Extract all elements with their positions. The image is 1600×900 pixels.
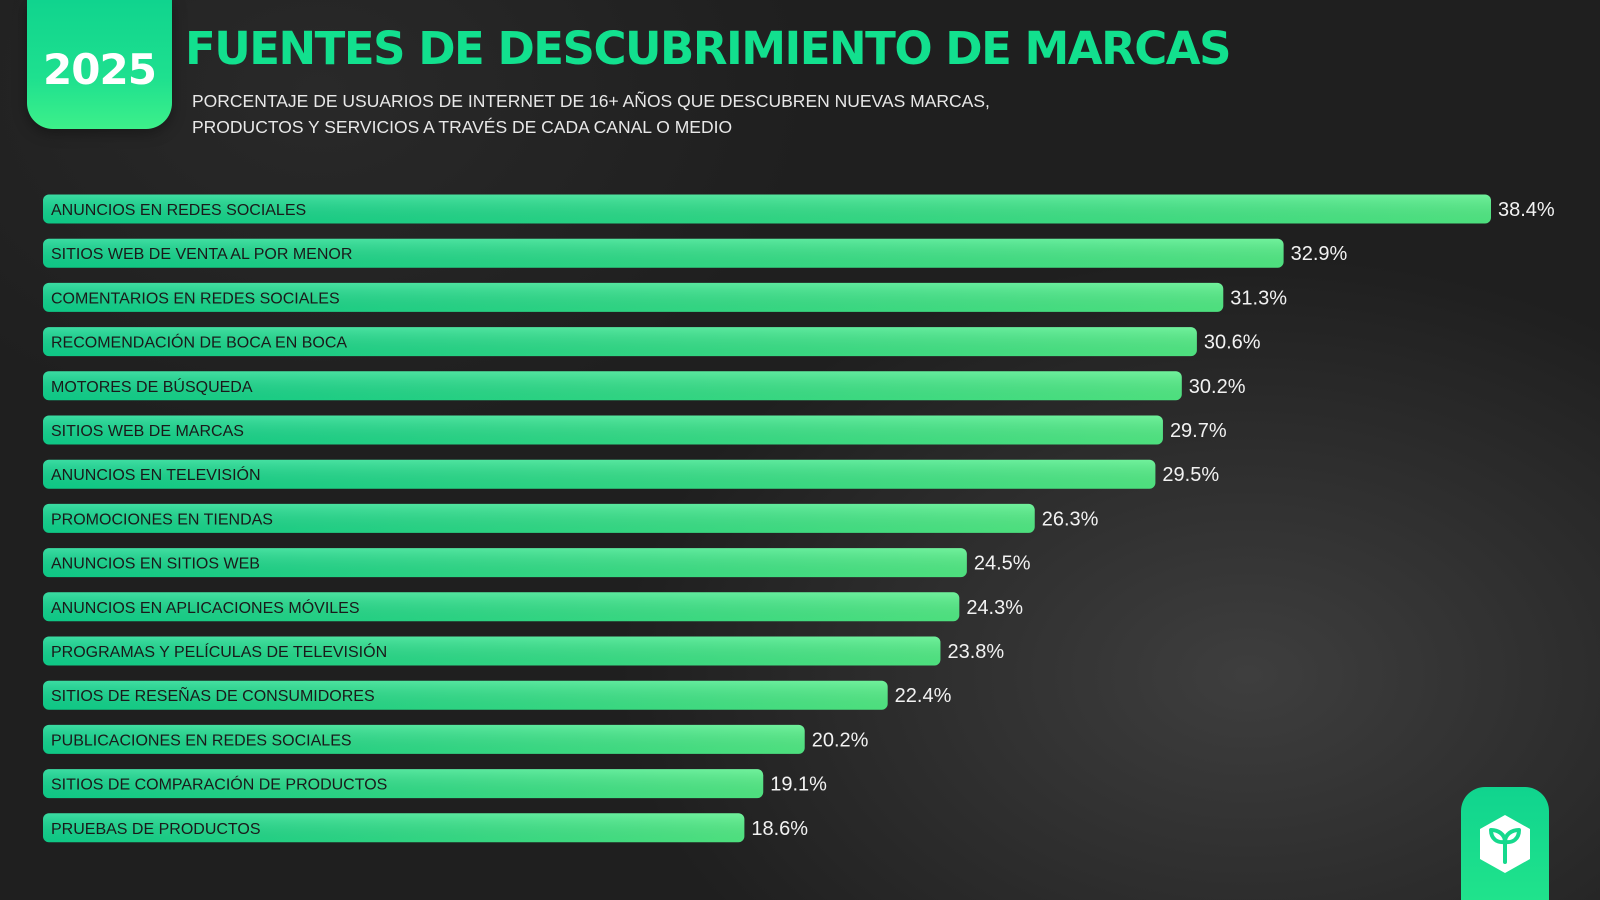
bar-shine-0 (43, 194, 1491, 224)
bar-shine-3 (43, 327, 1197, 357)
bar-shine-9 (43, 592, 960, 622)
value-label-3: 30.6% (1204, 332, 1261, 354)
bar-shine-12 (43, 724, 805, 754)
bar-label-5: SITIOS WEB DE MARCAS (51, 423, 244, 440)
bar-shine-1 (43, 238, 1284, 268)
bar-label-14: PRUEBAS DE PRODUCTOS (51, 821, 261, 838)
value-label-0: 38.4% (1498, 199, 1555, 221)
bar-label-8: ANUNCIOS EN SITIOS WEB (51, 556, 260, 573)
bar-label-6: ANUNCIOS EN TELEVISIÓN (51, 465, 261, 484)
value-label-14: 18.6% (751, 818, 808, 840)
bar-shine-6 (43, 459, 1156, 489)
bar-shine-10 (43, 636, 941, 666)
value-label-11: 22.4% (895, 685, 952, 707)
value-label-12: 20.2% (812, 729, 869, 751)
leaf-cube-icon (1480, 815, 1530, 873)
bar-label-10: PROGRAMAS Y PELÍCULAS DE TELEVISIÓN (51, 642, 387, 661)
bar-label-0: ANUNCIOS EN REDES SOCIALES (51, 202, 306, 219)
bar-shine-7 (43, 503, 1035, 533)
value-label-1: 32.9% (1291, 243, 1348, 265)
bar-label-2: COMENTARIOS EN REDES SOCIALES (51, 290, 340, 307)
bar-shine-11 (43, 680, 888, 710)
bar-shine-2 (43, 282, 1224, 312)
bars-group: ANUNCIOS EN REDES SOCIALES 38.4% SITIOS WE… (43, 194, 1555, 843)
bar-label-12: PUBLICACIONES EN REDES SOCIALES (51, 732, 352, 749)
value-label-7: 26.3% (1042, 508, 1099, 530)
bar-label-7: PROMOCIONES EN TIENDAS (51, 511, 273, 528)
value-label-13: 19.1% (770, 774, 827, 796)
page-subtitle: PORCENTAJE DE USUARIOS DE INTERNET DE 16… (192, 91, 990, 137)
bar-shine-8 (43, 548, 967, 578)
value-label-10: 23.8% (947, 641, 1004, 663)
bar-label-4: MOTORES DE BÚSQUEDA (51, 377, 253, 396)
value-label-5: 29.7% (1170, 420, 1227, 442)
value-label-9: 24.3% (966, 597, 1023, 619)
bar-shine-5 (43, 415, 1163, 445)
value-label-6: 29.5% (1162, 464, 1219, 486)
bar-label-3: RECOMENDACIÓN DE BOCA EN BOCA (51, 333, 347, 352)
brand-logo (1461, 787, 1549, 900)
bar-label-9: ANUNCIOS EN APLICACIONES MÓVILES (51, 598, 360, 617)
bar-label-13: SITIOS DE COMPARACIÓN DE PRODUCTOS (51, 775, 387, 794)
value-label-2: 31.3% (1230, 287, 1287, 309)
year-label: 2025 (43, 45, 157, 94)
bar-shine-14 (43, 813, 745, 843)
page-title: FUENTES DE DESCUBRIMIENTO DE MARCAS (185, 22, 1232, 75)
value-label-8: 24.5% (974, 553, 1031, 575)
value-label-4: 30.2% (1189, 376, 1246, 398)
bar-shine-4 (43, 371, 1182, 401)
bar-label-11: SITIOS DE RESEÑAS DE CONSUMIDORES (51, 685, 375, 705)
year-badge: 2025 (27, 0, 172, 129)
bar-label-1: SITIOS WEB DE VENTA AL POR MENOR (51, 246, 352, 263)
bar-shine-13 (43, 769, 764, 799)
